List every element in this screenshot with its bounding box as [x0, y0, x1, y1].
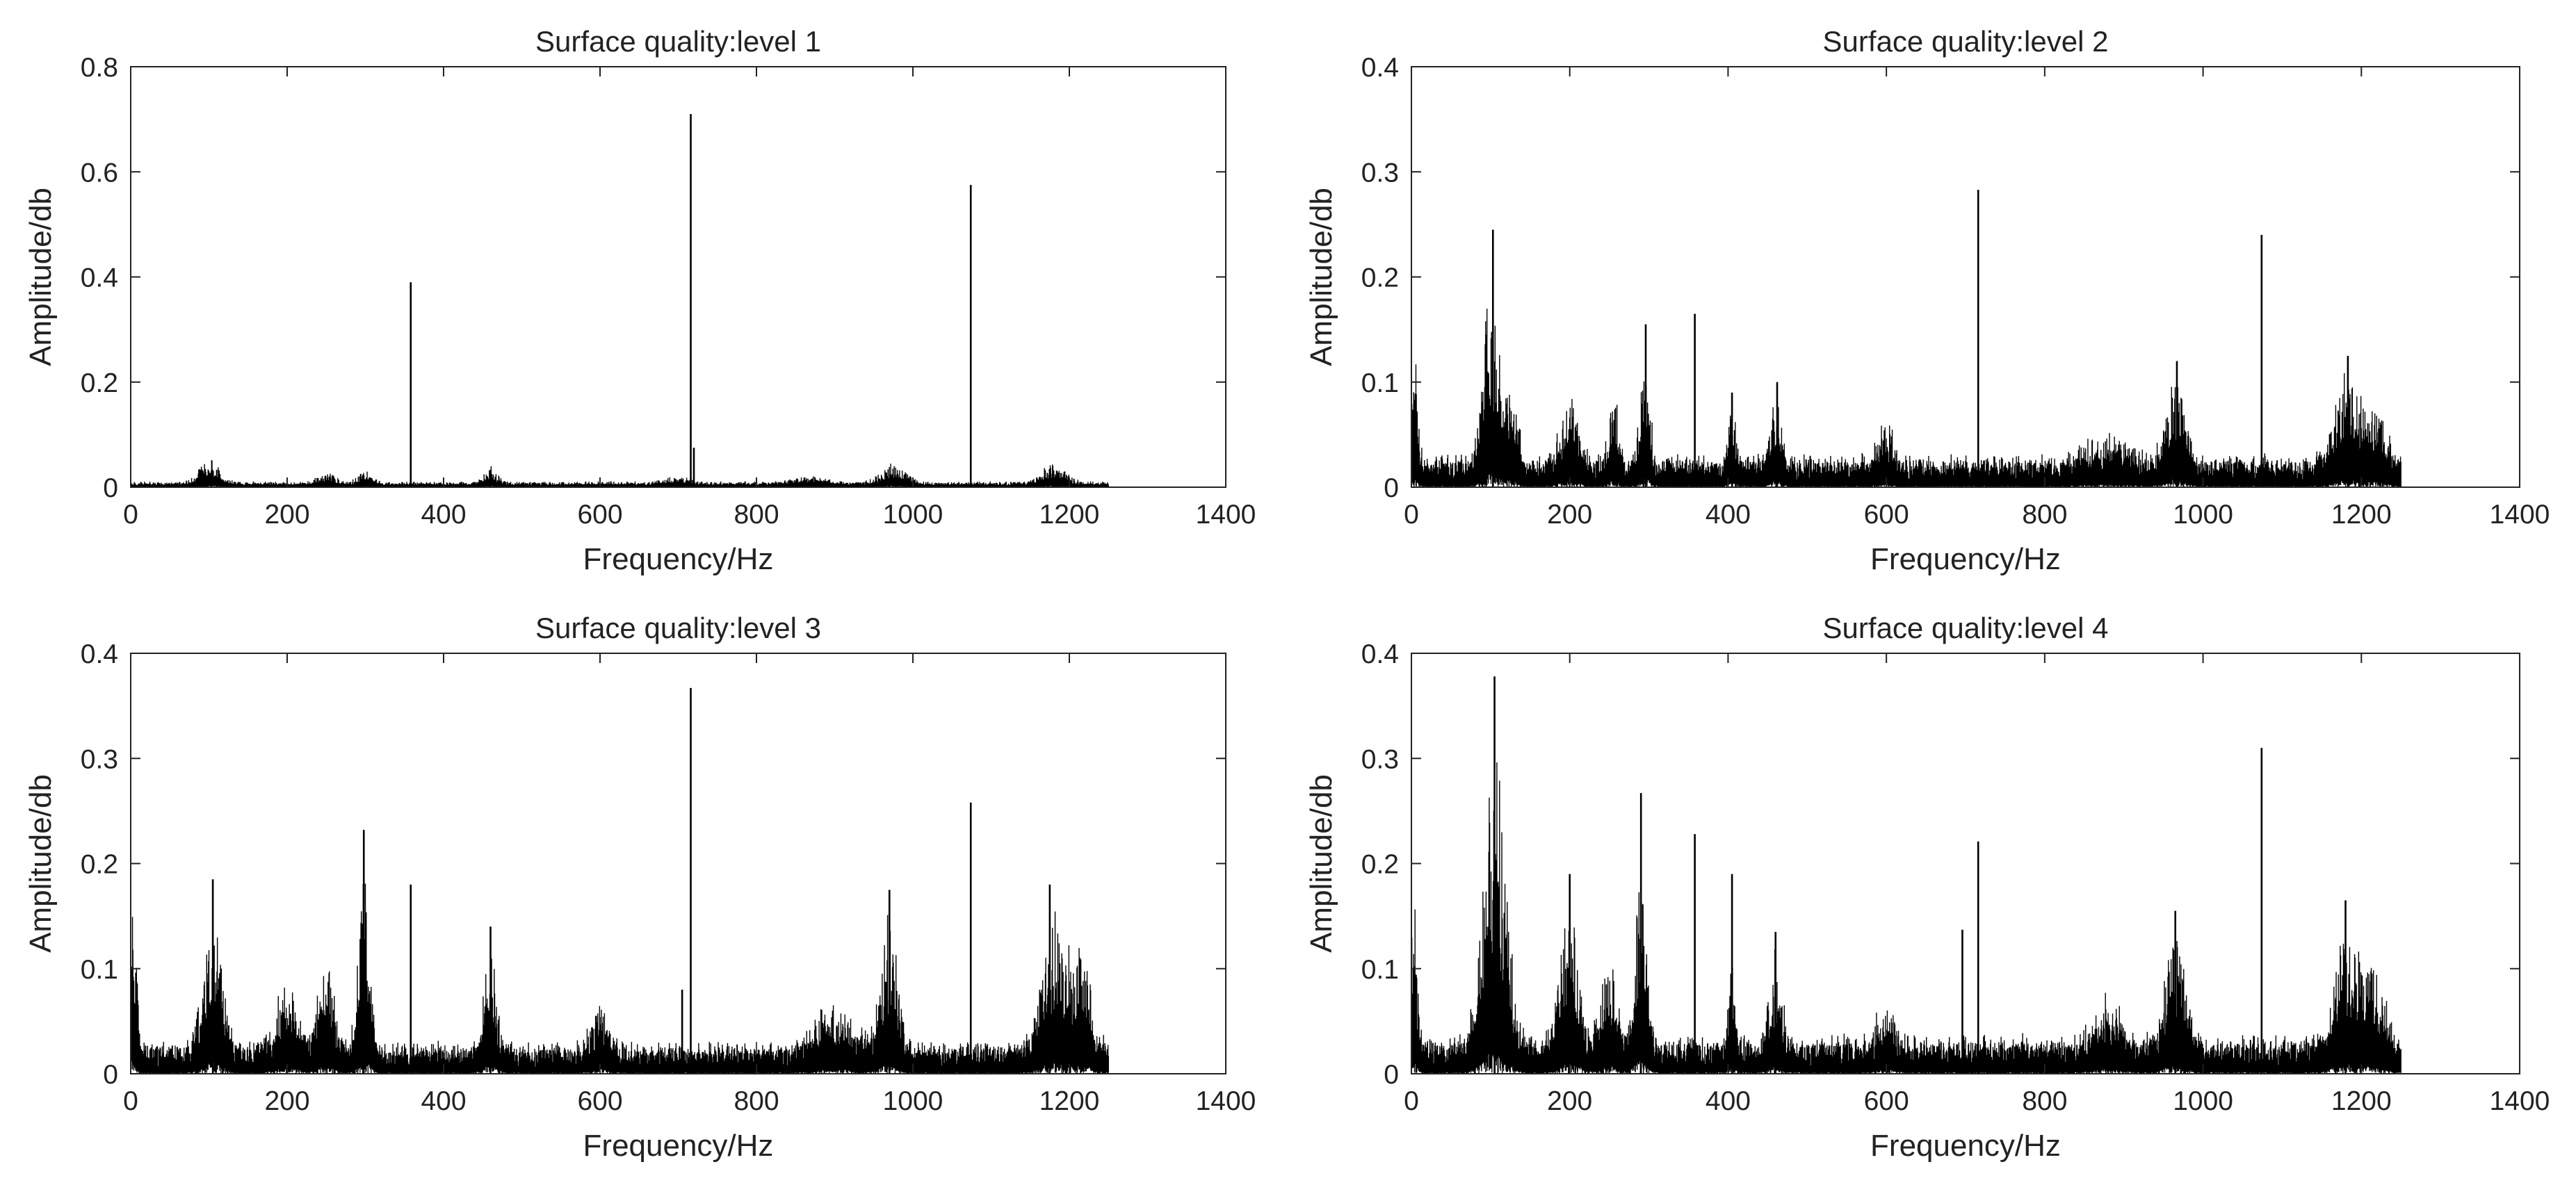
y-tick-label: 0.8 [81, 53, 118, 83]
x-tick-label: 600 [577, 500, 622, 530]
series-line [130, 460, 1109, 487]
x-tick-label: 1000 [883, 1086, 943, 1116]
x-tick-label: 200 [264, 1086, 309, 1116]
x-tick-label: 1200 [2331, 500, 2392, 530]
y-axis-label: Amplitude/db [1304, 188, 1338, 366]
y-axis-label: Amplitude/db [24, 774, 58, 953]
x-tick-label: 1400 [1196, 1086, 1256, 1116]
y-tick-label: 0.2 [81, 850, 118, 880]
x-tick-label: 1400 [1196, 500, 1256, 530]
x-tick-label: 400 [1706, 1086, 1751, 1116]
x-tick-label: 800 [734, 500, 779, 530]
x-tick-label: 1200 [1039, 1086, 1100, 1116]
x-tick-label: 1400 [2490, 1086, 2550, 1116]
x-tick-label: 200 [1547, 500, 1592, 530]
y-tick-label: 0.4 [1361, 639, 1399, 669]
x-tick-label: 400 [1706, 500, 1751, 530]
y-tick-label: 0 [1384, 1060, 1399, 1090]
x-tick-label: 200 [1547, 1086, 1592, 1116]
chart-title: Surface quality:level 2 [1823, 25, 2109, 58]
subplot-level1: 0 200 400 600 800 1000 1200 1400 0 0.2 0.4 0.6 0.8 Su… [24, 25, 1256, 576]
x-tick-label: 0 [123, 1086, 138, 1116]
y-axis-label: Amplitude/db [24, 188, 58, 366]
y-tick-label: 0.2 [1361, 263, 1399, 293]
subplot-level3: 0 200 400 600 800 1000 1200 1400 0 0.1 0.2 0.3 0.4 Su… [24, 612, 1256, 1163]
series-line [1411, 309, 2401, 487]
x-tick-label: 200 [264, 500, 309, 530]
series-line [130, 883, 1109, 1074]
chart-title: Surface quality:level 3 [535, 612, 821, 644]
subplot-level4: 0 200 400 600 800 1000 1200 1400 0 0.1 0.2 0.3 0.4 Su… [1304, 612, 2550, 1163]
x-tick-label: 1200 [2331, 1086, 2392, 1116]
y-tick-label: 0.1 [1361, 368, 1399, 398]
x-tick-label: 400 [421, 500, 466, 530]
x-axis-label: Frequency/Hz [1870, 1129, 2061, 1163]
x-tick-label: 800 [734, 1086, 779, 1116]
y-tick-label: 0.1 [1361, 955, 1399, 985]
y-tick-label: 0.1 [81, 955, 118, 985]
x-tick-label: 600 [1864, 1086, 1909, 1116]
x-tick-label: 0 [1404, 500, 1419, 530]
x-axis-label: Frequency/Hz [583, 1129, 774, 1163]
y-tick-label: 0.2 [1361, 850, 1399, 880]
x-tick-label: 600 [1864, 500, 1909, 530]
y-tick-label: 0 [103, 1060, 118, 1090]
y-tick-label: 0 [1384, 473, 1399, 503]
y-tick-label: 0 [103, 473, 118, 503]
x-tick-label: 800 [2022, 500, 2067, 530]
y-tick-label: 0.4 [81, 639, 118, 669]
x-tick-label: 1000 [2173, 1086, 2233, 1116]
series-line [1411, 762, 2401, 1074]
x-tick-label: 1400 [2490, 500, 2550, 530]
axes-box [130, 66, 1226, 488]
x-tick-label: 0 [1404, 1086, 1419, 1116]
y-tick-label: 0.4 [81, 263, 118, 293]
chart-title: Surface quality:level 1 [535, 25, 821, 58]
x-tick-label: 1200 [1039, 500, 1100, 530]
x-tick-label: 1000 [2173, 500, 2233, 530]
x-axis-label: Frequency/Hz [1870, 542, 2061, 576]
x-tick-label: 1000 [883, 500, 943, 530]
x-axis-label: Frequency/Hz [583, 542, 774, 576]
x-tick-label: 600 [577, 1086, 622, 1116]
y-tick-label: 0.3 [1361, 744, 1399, 774]
y-tick-label: 0.4 [1361, 53, 1399, 83]
x-tick-label: 800 [2022, 1086, 2067, 1116]
y-tick-label: 0.3 [81, 744, 118, 774]
y-axis-label: Amplitude/db [1304, 774, 1338, 953]
y-tick-label: 0.6 [81, 158, 118, 188]
subplot-level2: 0 200 400 600 800 1000 1200 1400 0 0.1 0.2 0.3 0.4 Su… [1304, 25, 2550, 576]
y-tick-label: 0.2 [81, 368, 118, 398]
chart-title: Surface quality:level 4 [1823, 612, 2109, 644]
x-tick-label: 0 [123, 500, 138, 530]
y-tick-label: 0.3 [1361, 158, 1399, 188]
x-tick-label: 400 [421, 1086, 466, 1116]
